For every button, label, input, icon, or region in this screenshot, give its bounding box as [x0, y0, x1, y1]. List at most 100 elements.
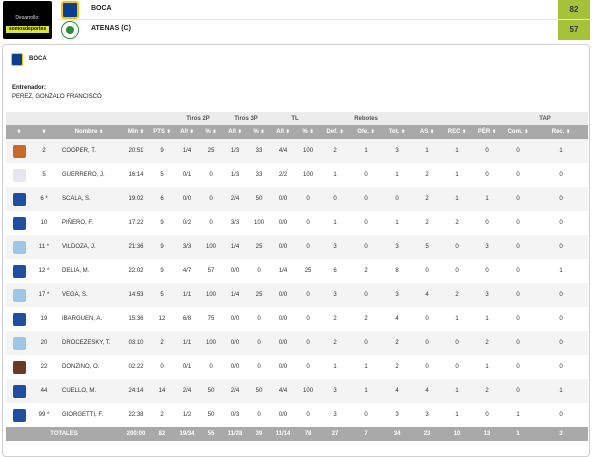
cell-pts: 2 [150, 331, 174, 355]
column-header-pct-2p[interactable]: % ⬍ [200, 125, 223, 139]
column-header-a-i-3p[interactable]: A/I ⬍ [222, 125, 249, 139]
table-row[interactable]: 2 COOPER, T. 20:51 9 1/4 25 1/3 33 4/4 100 2 1 3 1 1 0 0… [6, 139, 589, 163]
cell-com: 0 [502, 139, 535, 163]
cell-player-name[interactable]: COOPER, T. [56, 139, 122, 163]
cell-t2: 4/7 [174, 259, 200, 283]
sort-icon[interactable]: ⬍ [41, 129, 47, 135]
cell-p3: 0 [248, 259, 271, 283]
sort-icon[interactable]: ⬍ [237, 129, 242, 135]
column-header-nombre[interactable]: Nombre ⬍ [56, 125, 122, 139]
table-row[interactable]: 44 CUELLO, M. 24:14 14 2/4 50 2/4 50 4/4 100 3 1 4 4 1… [6, 379, 589, 403]
cell-t3: 0/0 [222, 307, 249, 331]
developer-badge[interactable]: Desarrollo: somosdeportes [3, 1, 52, 39]
cell-recib: 0 [534, 403, 589, 427]
column-label: % [253, 129, 259, 135]
sort-icon[interactable]: ⬍ [339, 129, 344, 135]
column-header-number[interactable]: ⬍ [32, 125, 56, 139]
column-header-per[interactable]: PÉR ⬍ [472, 125, 503, 139]
sort-icon[interactable]: ⬍ [491, 129, 497, 135]
sort-icon[interactable]: ⬍ [370, 129, 375, 135]
sort-icon[interactable]: ⬍ [309, 129, 314, 135]
team-row-away[interactable]: ATENAS (C) 57 [58, 19, 590, 40]
cell-p2: 25 [200, 139, 223, 163]
table-row[interactable]: 6 * SCALA, S. 19:02 6 0/0 0 2/4 50 0/0 0 0 0 0 2 1 1 0 0 [6, 187, 589, 211]
cell-ptl: 0 [296, 307, 321, 331]
column-header-a-i-tl[interactable]: A/I ⬍ [270, 125, 297, 139]
sort-icon[interactable]: ⬍ [285, 129, 290, 135]
cell-player-name[interactable]: PIÑERO, F. [56, 211, 122, 235]
sort-icon[interactable]: ⬍ [429, 129, 435, 135]
table-row[interactable]: 99 * GIORGETTI, F. 22:38 2 1/2 50 0/3 0 0/0 0 3 0 3 3… [6, 403, 589, 427]
cell-player-name[interactable]: GUERRERO, J. [56, 163, 122, 187]
cell-t3: 2/4 [222, 379, 249, 403]
column-header-min[interactable]: Min ⬍ [122, 125, 150, 139]
cell-player-name[interactable]: GIORGETTI, F. [56, 403, 122, 427]
cell-number: 22 [32, 355, 56, 379]
cell-player-name[interactable]: SCALA, S. [56, 187, 122, 211]
cell-com: 0 [502, 187, 535, 211]
table-row[interactable]: 10 PIÑERO, F. 17:22 9 0/2 0 3/3 100 0/0 0 1 0 1 2 2 0 0 0 [6, 211, 589, 235]
cell-def: 3 [320, 379, 351, 403]
boca-logo-icon [11, 53, 23, 66]
cell-player-name[interactable]: DONZINO, O. [56, 355, 122, 379]
cell-player-name[interactable]: VILDOZA, J. [56, 235, 122, 259]
table-row[interactable]: 11 * VILDOZA, J. 21:36 9 3/3 100 1/4 25 0/0 0 3 0 3 5… [6, 235, 589, 259]
cell-player-name[interactable]: DROCEZESKY, T. [56, 331, 122, 355]
sort-icon[interactable]: ⬍ [139, 129, 145, 135]
sort-icon[interactable]: ⬍ [166, 129, 171, 135]
column-header-tot[interactable]: Tot. ⬍ [382, 125, 413, 139]
cell-pts: 6 [150, 187, 174, 211]
cell-rec: 0 [442, 259, 473, 283]
column-header-a-i-2p[interactable]: A/I ⬍ [174, 125, 200, 139]
column-header-pts[interactable]: PTS ⬍ [150, 125, 174, 139]
cell-min: 15:36 [122, 307, 150, 331]
cell-player-name[interactable]: IBARGUEN, A. [56, 307, 122, 331]
table-row[interactable]: 5 GUERRERO, J. 16:14 5 0/1 0 1/3 33 2/2 100 1 0 1 2 1 0… [6, 163, 589, 187]
cell-player-name[interactable]: CUELLO, M. [56, 379, 122, 403]
column-header-pct-3p[interactable]: % ⬍ [248, 125, 271, 139]
sort-icon[interactable]: ⬍ [401, 129, 406, 135]
cell-rec: 0 [442, 235, 473, 259]
table-row[interactable]: 19 IBARGUEN, A. 15:36 12 6/8 75 0/0 0 0/0 0 2 2 4 0 1 1… [6, 307, 589, 331]
column-header-as[interactable]: AS ⬍ [412, 125, 443, 139]
sort-icon[interactable]: ⬍ [566, 129, 571, 135]
cell-as: 1 [412, 139, 443, 163]
table-row[interactable]: 20 DROCEZESKY, T. 03:10 2 1/1 100 0/0 0 0/0 0 2 0 2 0… [6, 331, 589, 355]
cell-player-name[interactable]: DELIA, M. [56, 259, 122, 283]
column-header-def[interactable]: Def. ⬍ [320, 125, 351, 139]
sort-icon[interactable]: ⬍ [99, 129, 104, 135]
sort-icon[interactable]: ⬍ [260, 129, 265, 135]
column-label: A/I [276, 129, 284, 135]
table-row[interactable]: 17 * VEGA, S. 14:53 5 1/1 100 1/4 25 0/0 0 3 0 3 4 2 3 0… [6, 283, 589, 307]
player-avatar [12, 288, 26, 302]
cell-number: 2 [32, 139, 56, 163]
cell-min: 200:00 [122, 427, 150, 441]
column-header-rec-tap[interactable]: Rec. ⬍ [534, 125, 589, 139]
player-avatar [12, 192, 26, 206]
cell-ofe: 0 [350, 211, 383, 235]
sort-icon[interactable]: ⬍ [212, 129, 217, 135]
column-header-rec[interactable]: REC ⬍ [442, 125, 473, 139]
sort-icon[interactable]: ⬍ [189, 129, 194, 135]
cell-ofe: 7 [350, 427, 383, 441]
column-header-com[interactable]: Com. ⬍ [502, 125, 535, 139]
column-label: Def. [326, 129, 338, 135]
column-header-avatar[interactable]: ⬍ [6, 125, 32, 139]
column-header-pct-tl[interactable]: % ⬍ [296, 125, 321, 139]
table-row[interactable]: 22 DONZINO, O. 02:22 0 0/1 0 0/0 0 0/0 0 1 1 2 0 0 1 0 0 [6, 355, 589, 379]
cell-com: 0 [502, 307, 535, 331]
column-header-ofe[interactable]: Ofe. ⬍ [350, 125, 383, 139]
cell-avatar [6, 307, 32, 331]
table-row[interactable]: 12 * DELIA, M. 22:02 9 4/7 57 0/0 0 1/4 25 6 2 8 0 0 0 0… [6, 259, 589, 283]
cell-ptl: 100 [296, 163, 321, 187]
group-tiros2p: Tiros 2P [174, 112, 223, 125]
sort-icon[interactable]: ⬍ [524, 129, 529, 135]
sort-icon[interactable]: ⬍ [16, 129, 22, 135]
cell-player-name[interactable]: VEGA, S. [56, 283, 122, 307]
column-label: Com. [507, 129, 523, 135]
team-row-home[interactable]: BOCA 82 [58, 0, 590, 20]
cell-tot: 3 [382, 403, 413, 427]
cell-number: 19 [32, 307, 56, 331]
cell-rec: 0 [442, 331, 473, 355]
sort-icon[interactable]: ⬍ [462, 129, 467, 135]
